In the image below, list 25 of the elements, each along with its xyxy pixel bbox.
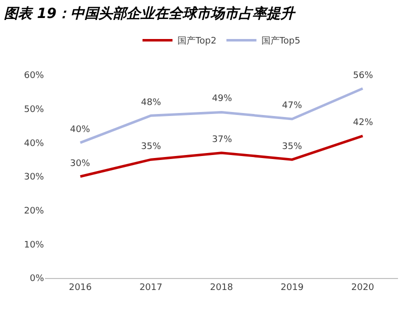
data-label: 40% [70,125,90,135]
data-label: 48% [141,98,162,108]
y-tick-label: 0% [30,274,44,284]
data-label: 37% [212,135,232,145]
chart-title: 图表 19：中国头部企业在全球市场市占率提升 [4,4,297,22]
data-label: 35% [141,142,162,152]
x-tick-label: 2020 [351,282,374,293]
y-tick-label: 20% [24,206,44,216]
data-label: 30% [70,159,90,169]
y-tick-label: 40% [24,138,44,149]
y-tick-label: 50% [24,104,44,115]
data-label: 49% [212,94,232,104]
legend-label: 国产Top5 [261,36,300,47]
legend-label: 国产Top2 [178,36,216,47]
x-tick-label: 2019 [280,282,304,293]
data-label: 42% [353,118,374,128]
y-tick-label: 30% [24,172,44,183]
data-label: 47% [282,101,302,111]
x-tick-label: 2017 [139,282,162,293]
x-tick-label: 2018 [210,282,234,293]
y-tick-label: 10% [24,240,44,250]
y-tick-label: 60% [24,71,44,82]
data-label: 35% [282,142,302,152]
data-label: 56% [353,71,374,81]
x-tick-label: 2016 [68,282,92,293]
